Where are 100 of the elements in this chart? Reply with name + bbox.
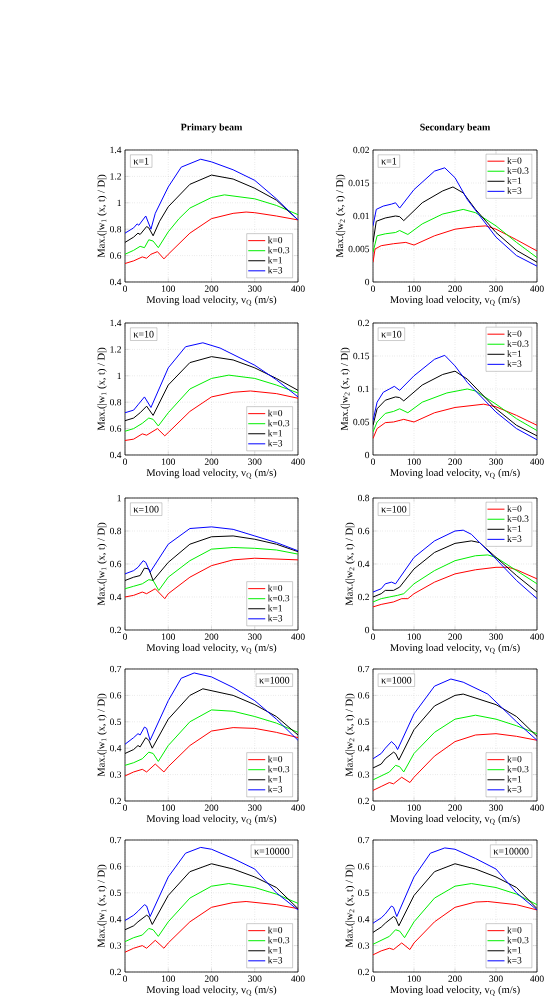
x-axis-title: Moving load velocity, v$_{Q}$ (m/s) (390, 468, 520, 479)
y-tick-label: 0.5 (110, 889, 122, 897)
y-tick-label: 0.4 (110, 451, 122, 459)
legend-label: k=1 (267, 256, 282, 264)
x-tick-label: 100 (407, 458, 421, 465)
y-tick-label: 0.7 (110, 836, 122, 844)
x-tick-label: 0 (371, 975, 376, 982)
y-tick-label: 0 (365, 626, 370, 634)
legend-label: k=0 (267, 584, 283, 592)
legend-label: k=0 (267, 755, 283, 763)
y-tick-label: 0.3 (358, 771, 370, 778)
x-tick-label: 200 (448, 633, 462, 640)
x-tick-label: 0 (122, 285, 128, 292)
x-tick-label: 0 (371, 285, 376, 292)
legend-label: k=3 (507, 187, 522, 194)
line-series (125, 846, 298, 922)
y-tick-label: 1.2 (110, 346, 121, 353)
x-tick-label: 0 (122, 633, 128, 640)
y-tick-label: 0.2 (110, 797, 121, 805)
legend-label: k=3 (267, 785, 283, 793)
y-tick-label: 0.4 (358, 915, 370, 923)
line-series (373, 733, 537, 791)
line-series (125, 526, 298, 575)
x-tick-label: 400 (291, 285, 305, 292)
legend-label: k=1 (267, 946, 282, 954)
legend-label: k=0.3 (267, 936, 290, 944)
legend-label: k=0.3 (267, 419, 290, 427)
y-axis-title: Max.(|w$_{2}$ (x, t) / D|) (335, 174, 346, 258)
annotation: κ=1 (381, 157, 397, 165)
y-tick-label: 0.6 (358, 692, 370, 699)
x-tick-label: 300 (248, 804, 262, 811)
x-tick-label: 0 (122, 458, 128, 465)
legend-label: k=0.3 (267, 594, 290, 602)
legend-label: k=3 (507, 956, 522, 964)
legend-label: k=1 (267, 775, 282, 783)
legend-label: k=0.3 (267, 765, 290, 773)
legend-label: k=0 (507, 755, 522, 763)
x-tick-label: 200 (448, 804, 462, 811)
y-tick-label: 0.8 (110, 527, 122, 535)
y-tick-label: 0.4 (110, 915, 122, 923)
x-axis-title: Moving load velocity, v$_{Q}$ (m/s) (146, 295, 277, 306)
y-tick-label: 0 (365, 278, 370, 286)
x-tick-label: 400 (530, 458, 544, 465)
y-tick-label: 0.6 (110, 425, 122, 432)
y-tick-label: 0.6 (110, 863, 122, 870)
legend-label: k=1 (267, 604, 282, 612)
legend-label: k=0 (267, 409, 283, 417)
y-tick-label: 1 (117, 199, 121, 206)
line-series (373, 225, 537, 263)
legend-label: k=3 (507, 360, 522, 367)
y-tick-label: 1.4 (110, 319, 122, 327)
line-series (373, 901, 537, 956)
legend-label: k=3 (507, 535, 522, 542)
legend-label: k=0.3 (507, 936, 529, 944)
legend-label: k=1 (507, 775, 522, 783)
x-tick-label: 300 (248, 975, 262, 982)
y-tick-label: 0.02 (353, 146, 369, 154)
legend-label: k=0.3 (507, 515, 529, 522)
y-axis-title: Max.(|w$_{2}$ (x, t) / D|) (345, 693, 355, 777)
x-tick-label: 100 (407, 633, 421, 640)
x-tick-label: 300 (489, 975, 503, 982)
annotation: κ=100 (133, 505, 159, 513)
legend-label: k=0 (507, 157, 522, 164)
x-tick-label: 0 (371, 633, 376, 640)
y-tick-label: 0.01 (353, 212, 369, 220)
x-tick-label: 400 (530, 285, 544, 292)
y-tick-label: 0.4 (358, 744, 370, 752)
x-tick-label: 200 (204, 975, 219, 982)
legend-label: k=3 (507, 785, 522, 793)
y-axis-title: Max.(|w$_{1}$ (x, t) / D|) (97, 522, 107, 606)
x-tick-label: 300 (489, 804, 503, 811)
y-tick-label: 0.2 (110, 626, 121, 634)
legend-label: k=0 (507, 926, 522, 934)
x-tick-label: 0 (122, 804, 128, 811)
x-tick-label: 400 (291, 633, 305, 640)
x-tick-label: 400 (530, 633, 544, 640)
x-tick-label: 300 (248, 285, 262, 292)
y-tick-label: 0.05 (353, 418, 370, 426)
x-tick-label: 100 (161, 285, 175, 292)
y-tick-label: 0.8 (110, 225, 122, 233)
y-axis-title: Max.(|w$_{1}$ (x, t) / D|) (97, 864, 107, 948)
line-series (373, 566, 537, 608)
line-series (373, 167, 537, 267)
y-tick-label: 1 (117, 372, 121, 379)
x-axis-title: Moving load velocity, v$_{Q}$ (m/s) (390, 814, 520, 825)
x-tick-label: 400 (530, 804, 544, 811)
x-tick-label: 200 (204, 458, 219, 465)
chart-title: Secondary beam (420, 123, 491, 133)
y-tick-label: 0.3 (110, 942, 122, 949)
legend-label: k=1 (507, 946, 522, 954)
annotation: κ=1000 (381, 676, 412, 684)
x-tick-label: 200 (448, 285, 462, 292)
x-tick-label: 300 (489, 285, 503, 292)
y-tick-label: 0.015 (348, 179, 370, 187)
x-tick-label: 300 (248, 633, 262, 640)
y-tick-label: 0.1 (358, 385, 369, 393)
x-tick-label: 100 (161, 975, 175, 982)
y-axis-title: Max.(|w$_{1}$ (x, t) / D|) (97, 693, 107, 777)
y-tick-label: 0.2 (358, 319, 369, 327)
x-tick-label: 100 (407, 804, 421, 811)
